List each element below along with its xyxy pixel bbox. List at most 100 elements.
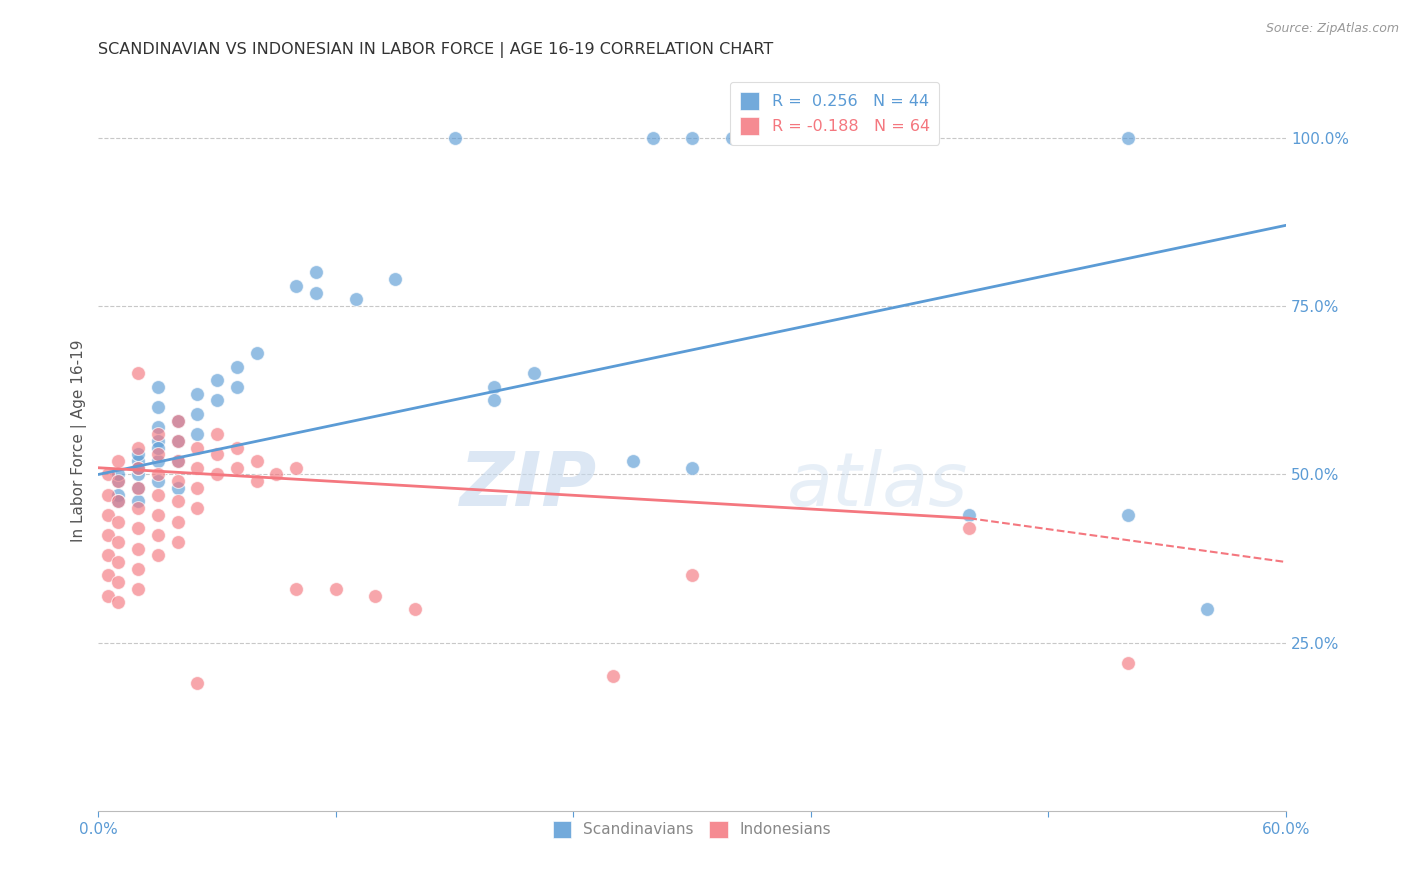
Point bbox=[364, 589, 387, 603]
Point bbox=[225, 460, 247, 475]
Point bbox=[720, 130, 742, 145]
Point bbox=[443, 130, 465, 145]
Point bbox=[246, 346, 269, 360]
Point bbox=[166, 434, 188, 448]
Point bbox=[127, 447, 149, 461]
Point bbox=[127, 467, 149, 482]
Point bbox=[166, 454, 188, 468]
Point bbox=[127, 367, 149, 381]
Point bbox=[127, 481, 149, 495]
Point bbox=[285, 279, 308, 293]
Point bbox=[186, 427, 208, 442]
Point bbox=[404, 602, 426, 616]
Point bbox=[127, 521, 149, 535]
Point bbox=[1116, 656, 1139, 670]
Point bbox=[602, 669, 624, 683]
Point bbox=[344, 293, 367, 307]
Point bbox=[97, 528, 120, 542]
Point bbox=[166, 414, 188, 428]
Point bbox=[107, 515, 129, 529]
Point bbox=[97, 549, 120, 563]
Point bbox=[285, 460, 308, 475]
Point bbox=[146, 441, 169, 455]
Point bbox=[205, 393, 228, 408]
Point bbox=[127, 441, 149, 455]
Point bbox=[186, 407, 208, 421]
Point bbox=[681, 568, 703, 582]
Point bbox=[225, 380, 247, 394]
Point bbox=[107, 488, 129, 502]
Point bbox=[146, 508, 169, 522]
Point bbox=[146, 447, 169, 461]
Point bbox=[107, 494, 129, 508]
Point bbox=[166, 474, 188, 488]
Point bbox=[1116, 508, 1139, 522]
Point bbox=[107, 467, 129, 482]
Point bbox=[127, 582, 149, 596]
Point bbox=[146, 488, 169, 502]
Point bbox=[146, 528, 169, 542]
Point bbox=[484, 393, 506, 408]
Point bbox=[146, 467, 169, 482]
Point bbox=[127, 460, 149, 475]
Text: SCANDINAVIAN VS INDONESIAN IN LABOR FORCE | AGE 16-19 CORRELATION CHART: SCANDINAVIAN VS INDONESIAN IN LABOR FORC… bbox=[98, 42, 773, 58]
Point bbox=[186, 460, 208, 475]
Point bbox=[146, 400, 169, 414]
Point bbox=[957, 521, 980, 535]
Point bbox=[97, 589, 120, 603]
Point bbox=[107, 575, 129, 590]
Point bbox=[641, 130, 664, 145]
Point bbox=[127, 562, 149, 576]
Point bbox=[186, 676, 208, 690]
Point bbox=[146, 474, 169, 488]
Point bbox=[186, 386, 208, 401]
Point bbox=[127, 481, 149, 495]
Point bbox=[166, 515, 188, 529]
Point bbox=[285, 582, 308, 596]
Point bbox=[107, 555, 129, 569]
Point bbox=[97, 508, 120, 522]
Point bbox=[97, 568, 120, 582]
Point bbox=[681, 460, 703, 475]
Point bbox=[225, 441, 247, 455]
Point bbox=[146, 434, 169, 448]
Point bbox=[127, 541, 149, 556]
Point bbox=[97, 488, 120, 502]
Legend: Scandinavians, Indonesians: Scandinavians, Indonesians bbox=[547, 814, 838, 845]
Y-axis label: In Labor Force | Age 16-19: In Labor Force | Age 16-19 bbox=[72, 340, 87, 542]
Point bbox=[146, 380, 169, 394]
Point bbox=[384, 272, 406, 286]
Point bbox=[166, 454, 188, 468]
Point bbox=[146, 454, 169, 468]
Point bbox=[166, 534, 188, 549]
Point bbox=[127, 494, 149, 508]
Point bbox=[205, 447, 228, 461]
Point bbox=[146, 549, 169, 563]
Point bbox=[484, 380, 506, 394]
Point bbox=[205, 373, 228, 387]
Point bbox=[186, 501, 208, 516]
Point bbox=[523, 367, 546, 381]
Point bbox=[246, 454, 269, 468]
Point bbox=[97, 467, 120, 482]
Point bbox=[107, 595, 129, 609]
Point bbox=[305, 285, 328, 300]
Text: Source: ZipAtlas.com: Source: ZipAtlas.com bbox=[1265, 22, 1399, 36]
Point bbox=[266, 467, 288, 482]
Text: ZIP: ZIP bbox=[460, 449, 598, 522]
Point bbox=[146, 420, 169, 434]
Point bbox=[957, 508, 980, 522]
Point bbox=[325, 582, 347, 596]
Point bbox=[107, 474, 129, 488]
Point bbox=[107, 494, 129, 508]
Point bbox=[127, 454, 149, 468]
Point bbox=[127, 501, 149, 516]
Point bbox=[186, 481, 208, 495]
Point bbox=[186, 441, 208, 455]
Point bbox=[146, 427, 169, 442]
Point bbox=[305, 265, 328, 279]
Point bbox=[127, 460, 149, 475]
Text: atlas: atlas bbox=[787, 450, 969, 521]
Point bbox=[761, 130, 783, 145]
Point bbox=[1195, 602, 1218, 616]
